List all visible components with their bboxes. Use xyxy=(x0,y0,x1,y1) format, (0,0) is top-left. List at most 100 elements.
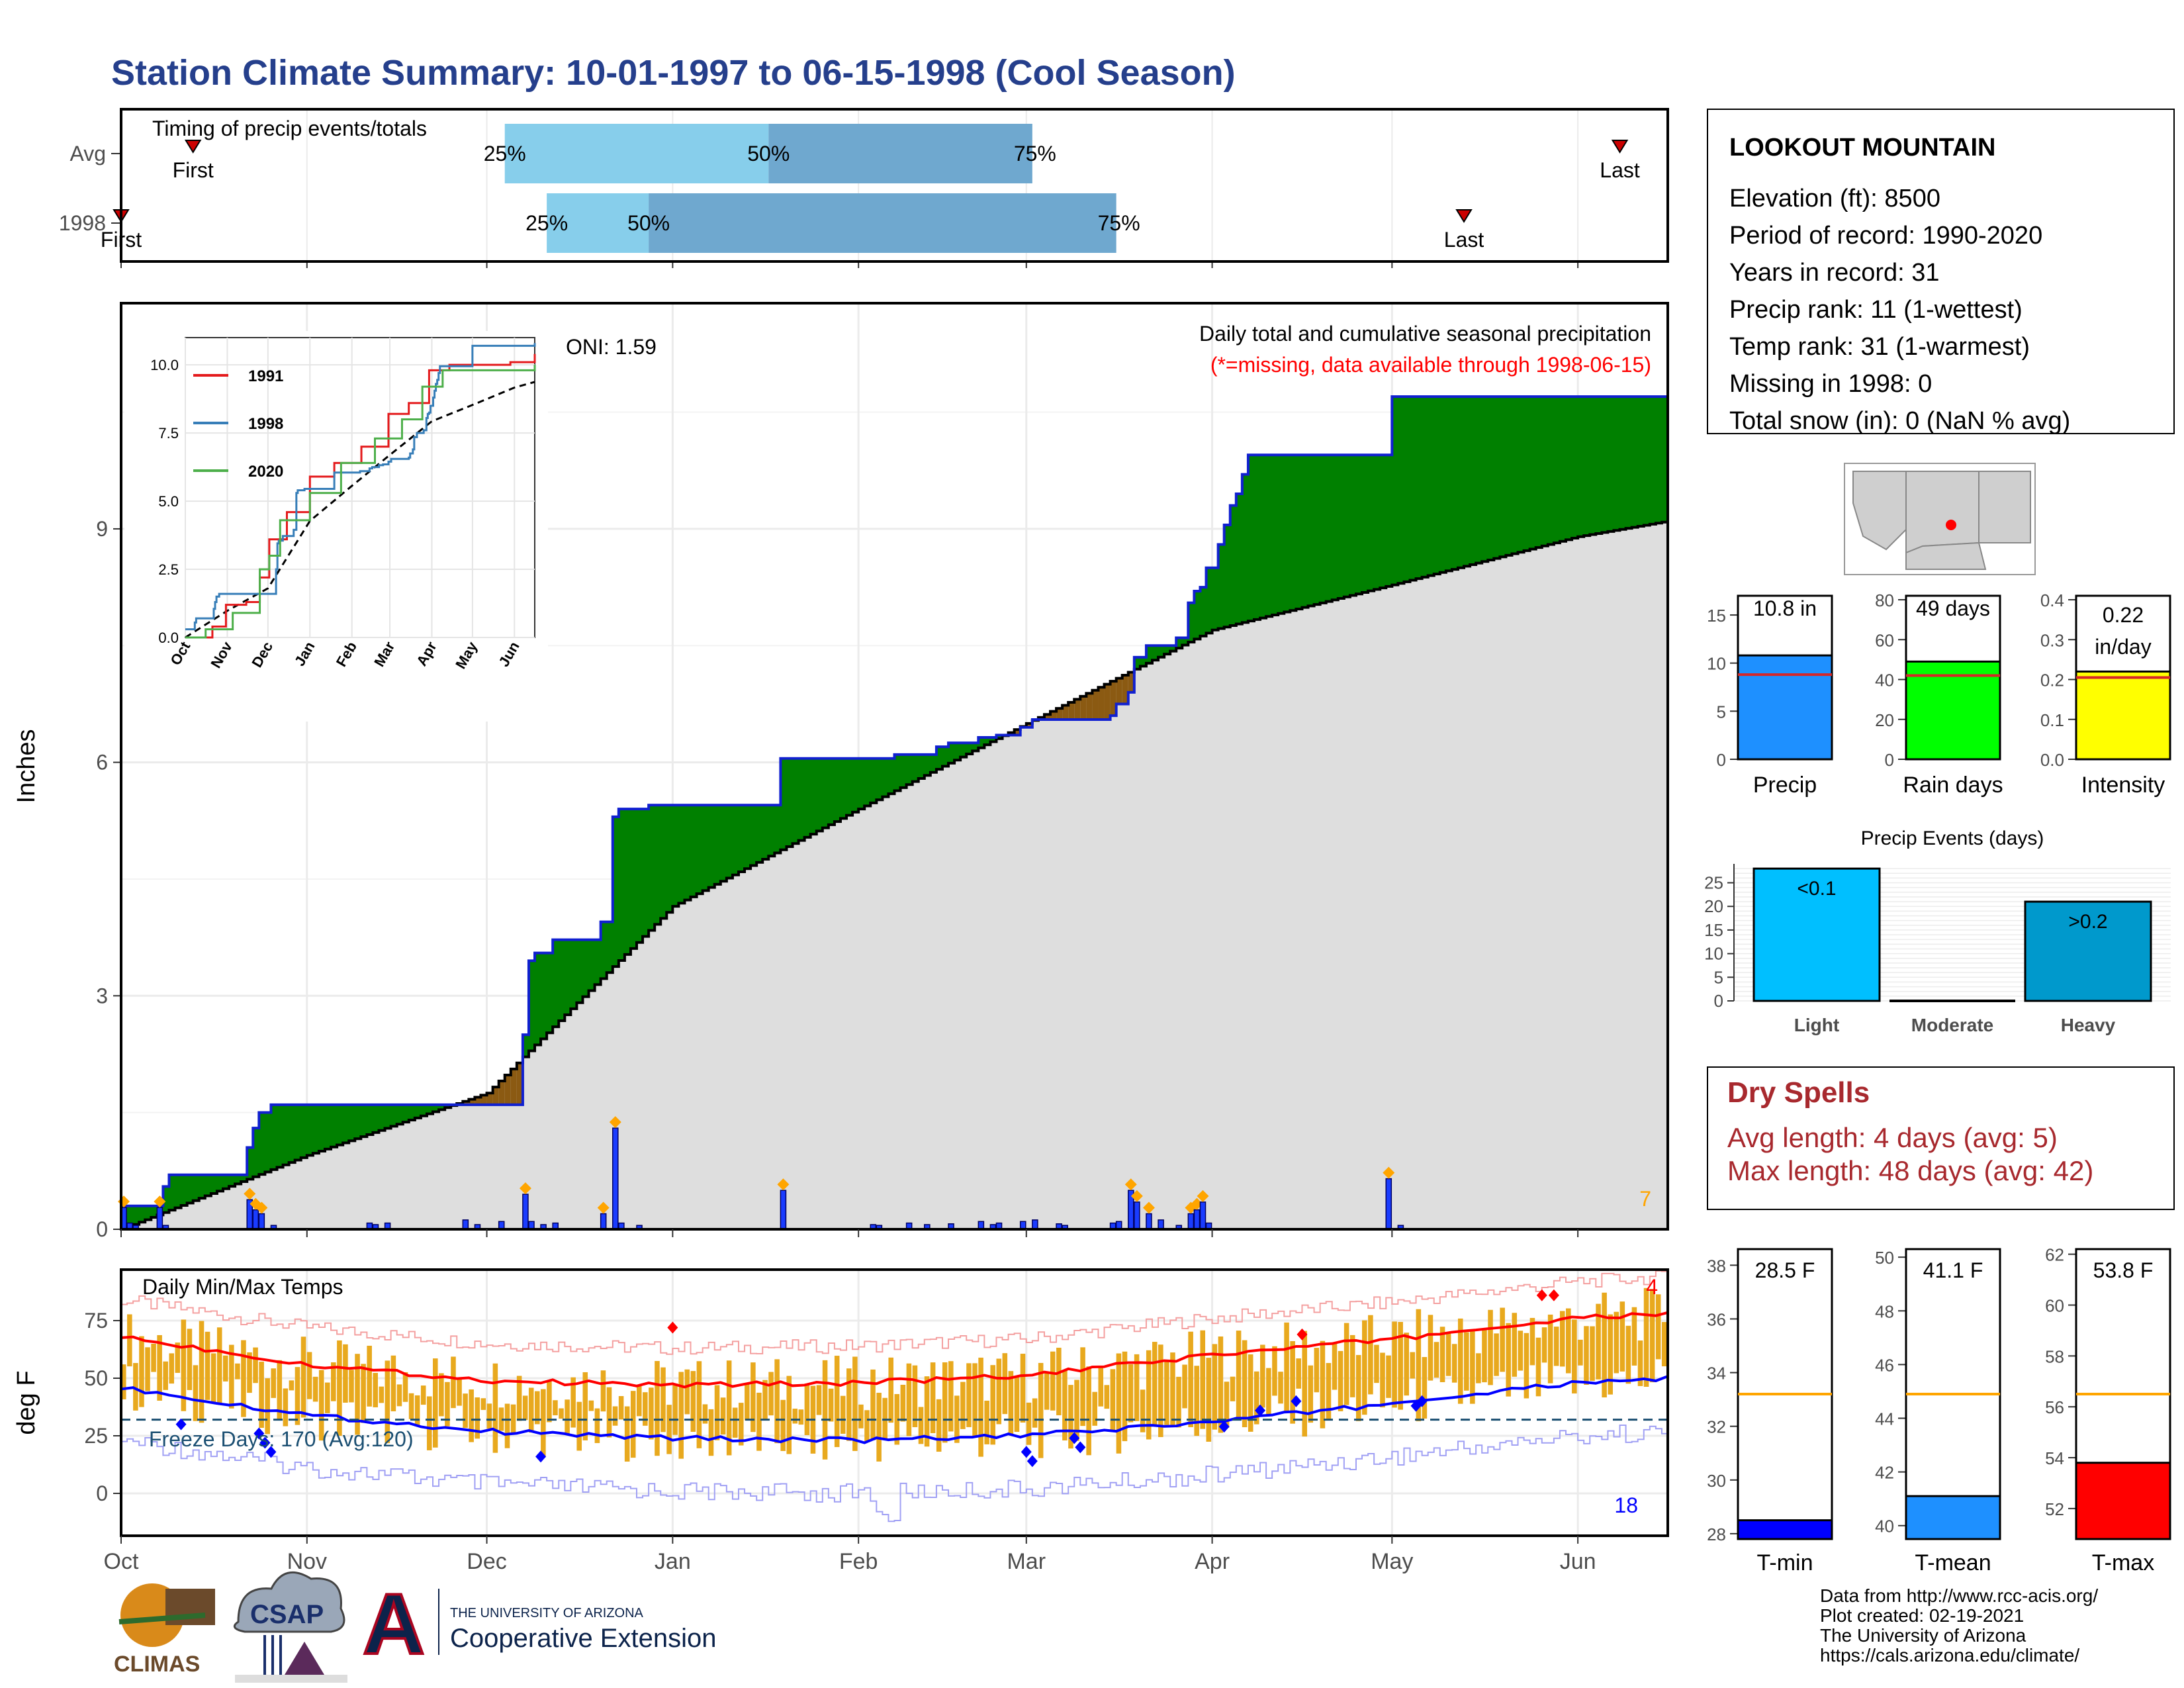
daily-temp-bar xyxy=(684,1369,690,1415)
daily-temp-bar xyxy=(451,1356,456,1409)
surplus-area xyxy=(798,758,805,841)
avg-cumulative-area xyxy=(420,1115,428,1229)
daily-temp-bar xyxy=(672,1383,678,1435)
avg-cumulative-area xyxy=(948,763,955,1229)
daily-temp-bar xyxy=(1266,1368,1271,1416)
temp-bar-label: T-max xyxy=(2092,1550,2154,1575)
precip-events-chart: Precip Events (days) 0 5 10 15 20 25 <0.1 Light M… xyxy=(1704,827,2171,1035)
avg-cumulative-area xyxy=(528,1051,535,1229)
dry-spells-max: Max length: 48 days (avg: 42) xyxy=(1727,1155,2093,1186)
daily-temp-bar xyxy=(1661,1322,1667,1367)
surplus-area xyxy=(241,1174,248,1182)
daily-temp-bar xyxy=(1164,1360,1169,1425)
daily-temp-bar xyxy=(1086,1366,1091,1456)
avg-cumulative-area xyxy=(618,961,625,1229)
daily-precip-bar xyxy=(258,1213,265,1230)
surplus-area xyxy=(570,939,578,1009)
surplus-area xyxy=(199,1174,206,1199)
deficit-area xyxy=(1026,723,1033,727)
daily-temp-bar xyxy=(1002,1353,1008,1415)
daily-temp-bar xyxy=(960,1382,966,1429)
avg-cumulative-area xyxy=(1602,532,1609,1229)
daily-temp-bar xyxy=(1637,1340,1643,1386)
avg-cumulative-area xyxy=(229,1186,236,1229)
page-title: Station Climate Summary: 10-01-1997 to 0… xyxy=(111,53,1236,93)
daily-temp-bar xyxy=(565,1399,570,1434)
avg-cumulative-area xyxy=(1272,615,1279,1229)
avg-cumulative-area xyxy=(1596,533,1602,1229)
avg-cumulative-area xyxy=(1338,598,1345,1229)
surplus-area xyxy=(684,805,692,900)
daily-temp-bar xyxy=(637,1385,642,1417)
daily-temp-bar xyxy=(786,1376,792,1454)
avg-cumulative-area xyxy=(600,978,608,1229)
avg-cumulative-area xyxy=(504,1074,512,1229)
daily-precip-bar xyxy=(1032,1219,1038,1230)
surplus-area xyxy=(1445,397,1453,571)
surplus-area xyxy=(216,1174,224,1192)
avg-cumulative-area xyxy=(1110,681,1117,1229)
daily-temp-bar xyxy=(666,1405,672,1454)
surplus-area xyxy=(522,1035,529,1057)
surplus-area xyxy=(948,743,955,763)
record-temp-marker xyxy=(253,1427,265,1440)
avg-cumulative-area xyxy=(433,1111,439,1229)
events-ytick-label: 0 xyxy=(1714,991,1723,1011)
surplus-area xyxy=(324,1104,332,1149)
avg-cumulative-area xyxy=(1206,633,1213,1229)
avg-cumulative-area xyxy=(702,890,709,1229)
timing-bar-25-50 xyxy=(504,124,769,183)
daily-temp-bar xyxy=(1122,1351,1128,1442)
surplus-area xyxy=(1374,455,1381,590)
daily-temp-bar xyxy=(762,1380,768,1420)
mini-bar-ytick-label: 0 xyxy=(1717,750,1726,770)
avg-cumulative-area xyxy=(1584,536,1590,1229)
daily-temp-bar xyxy=(1625,1325,1631,1384)
avg-cumulative-area xyxy=(780,849,788,1229)
avg-cumulative-area xyxy=(367,1134,374,1229)
daily-temp-bar xyxy=(139,1336,144,1407)
daily-temp-bar xyxy=(918,1407,924,1444)
temp-bar-value xyxy=(1905,1495,2001,1540)
avg-cumulative-area xyxy=(1152,660,1159,1229)
avg-cumulative-area xyxy=(463,1101,469,1229)
surplus-area xyxy=(888,758,895,794)
avg-cumulative-area xyxy=(822,827,829,1229)
avg-cumulative-area xyxy=(864,806,871,1229)
daily-temp-bar xyxy=(1470,1330,1475,1404)
temp-bar-ytick-label: 56 xyxy=(2045,1397,2064,1417)
avg-cumulative-area xyxy=(768,856,775,1229)
daily-precip-bar xyxy=(1199,1201,1206,1230)
daily-temp-bar xyxy=(924,1376,930,1447)
timing-last-label: Last xyxy=(1600,158,1640,182)
surplus-area xyxy=(1343,455,1351,597)
temp-bar-ytick-label: 44 xyxy=(1875,1409,1894,1429)
daily-temp-bar xyxy=(1445,1333,1451,1376)
surplus-area xyxy=(1590,397,1596,535)
temp-bar-ytick-label: 36 xyxy=(1707,1309,1726,1329)
surplus-area xyxy=(271,1104,278,1170)
daily-temp-bar xyxy=(253,1347,258,1383)
avg-cumulative-area xyxy=(1260,618,1267,1229)
daily-temp-bar xyxy=(367,1345,372,1407)
daily-temp-bar xyxy=(241,1340,246,1417)
daily-temp-bar xyxy=(768,1372,774,1416)
avg-cumulative-area xyxy=(834,821,841,1229)
avg-cumulative-area xyxy=(888,794,895,1229)
avg-cumulative-area xyxy=(1343,596,1351,1229)
temp-bar-ytick-label: 62 xyxy=(2045,1245,2064,1265)
avg-cumulative-area xyxy=(1080,696,1087,1229)
avg-cumulative-area xyxy=(576,1002,584,1229)
daily-temp-bar xyxy=(966,1363,972,1427)
daily-temp-bar xyxy=(145,1347,150,1391)
surplus-area xyxy=(349,1104,355,1141)
events-ytick-label: 5 xyxy=(1714,967,1723,987)
avg-cumulative-area xyxy=(637,942,643,1229)
surplus-area xyxy=(235,1174,242,1184)
avg-cumulative-area xyxy=(139,1222,146,1229)
avg-cumulative-area xyxy=(1368,590,1375,1229)
surplus-area xyxy=(630,809,637,949)
daily-temp-bar xyxy=(1566,1308,1571,1374)
avg-cumulative-area xyxy=(666,912,673,1229)
daily-temp-bar xyxy=(1176,1376,1181,1428)
